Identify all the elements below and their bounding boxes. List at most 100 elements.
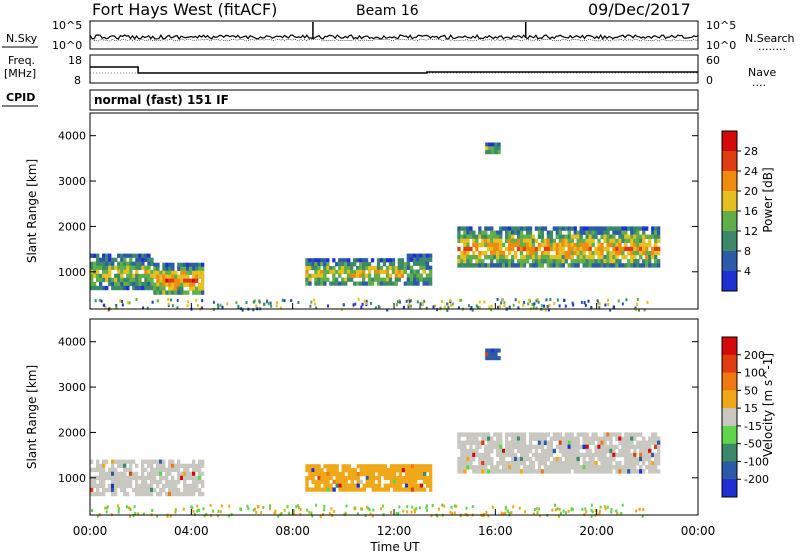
cell-2	[367, 273, 372, 278]
cell-4	[576, 234, 580, 239]
cell-4	[615, 246, 619, 252]
cell-4	[534, 255, 539, 260]
cell-1	[398, 472, 403, 477]
cell-2	[469, 456, 473, 462]
cell-1	[183, 266, 187, 271]
cell-4	[546, 255, 550, 260]
cell-2	[588, 436, 592, 441]
cell-4	[519, 250, 524, 256]
cell-2	[594, 465, 598, 470]
ground-scatter	[598, 302, 601, 306]
cell-4	[654, 255, 658, 260]
ground-scatter	[296, 504, 299, 508]
cell-4	[484, 242, 488, 248]
cell-5	[494, 142, 498, 147]
cell-4	[472, 250, 476, 256]
cell-2	[537, 456, 542, 462]
cell-2	[639, 444, 643, 450]
cell-3	[422, 265, 426, 270]
cell-1	[329, 487, 333, 492]
cell-1	[398, 475, 403, 481]
cell-2	[481, 432, 485, 437]
cell-2	[633, 469, 637, 474]
cell-2	[496, 432, 500, 437]
cell-0	[126, 265, 130, 270]
cell-0	[192, 463, 196, 468]
cell-4	[651, 246, 655, 252]
cell-2	[516, 469, 521, 474]
cell-2	[332, 266, 336, 271]
cell-4	[472, 234, 476, 239]
cell-2	[576, 440, 580, 445]
cell-1	[389, 479, 394, 484]
ground-scatter	[635, 302, 638, 306]
cell-4	[543, 238, 548, 244]
cell-1	[371, 487, 375, 492]
cell-4	[537, 234, 542, 239]
cell-2	[367, 277, 372, 282]
ground-scatter	[226, 302, 229, 306]
cell-4	[505, 246, 509, 252]
cell-1	[171, 290, 175, 295]
cell-1	[183, 282, 187, 287]
cell-2	[511, 469, 515, 474]
colorbar-segment-4	[722, 211, 737, 232]
cell-2	[475, 432, 479, 437]
cell-2	[609, 440, 613, 445]
ground-scatter	[503, 301, 506, 305]
cell-4	[636, 234, 640, 239]
freq-label-line2: [MHz]	[4, 67, 36, 80]
cell-0	[183, 479, 187, 485]
cell-2	[597, 444, 601, 450]
cell-2	[373, 266, 378, 271]
cell-0	[138, 281, 142, 287]
cell-2	[612, 448, 616, 454]
cell-0	[135, 471, 139, 476]
cell-4	[597, 259, 601, 264]
cell-4	[522, 259, 527, 264]
cell-1	[320, 472, 324, 477]
cell-4	[496, 238, 500, 244]
freq-ytick-bottom: 8	[74, 74, 81, 87]
cell-4	[639, 263, 643, 268]
cell-2	[511, 465, 515, 470]
cell-4	[591, 242, 595, 248]
cell-3	[422, 257, 426, 262]
ytick-label-1: 2000	[58, 426, 86, 439]
cell-4	[576, 255, 580, 260]
cell-4	[642, 238, 646, 244]
cell-4	[493, 230, 497, 235]
cell-2	[391, 269, 396, 275]
cell-4	[514, 226, 518, 231]
cell-1	[314, 468, 318, 473]
cell-1	[410, 468, 415, 473]
cell-0	[102, 475, 106, 481]
ground-scatter	[283, 299, 286, 303]
cell-1	[201, 290, 205, 295]
ground-scatter	[478, 300, 481, 304]
cell-2	[519, 461, 524, 466]
cell-3	[406, 273, 411, 278]
cell-1	[192, 270, 196, 275]
cell-0	[117, 273, 121, 279]
cell-2	[400, 266, 404, 271]
cell-3	[425, 257, 430, 262]
cell-2	[516, 465, 521, 470]
ground-scatter	[268, 302, 270, 306]
cell-4	[531, 255, 536, 260]
colorbar-tick-label-3: 15	[744, 402, 758, 415]
cell-2	[478, 461, 482, 466]
cell-4	[552, 238, 556, 244]
cell-1	[362, 483, 366, 488]
cell-2	[362, 266, 366, 271]
cell-0	[141, 261, 145, 266]
cell-1	[153, 270, 157, 275]
cell-4	[657, 238, 661, 244]
cell-2	[657, 444, 661, 450]
ground-scatter	[174, 510, 177, 514]
ground-scatter	[617, 299, 620, 303]
cell-4	[624, 238, 628, 244]
cell-4	[528, 250, 533, 256]
cell-2	[630, 452, 634, 458]
